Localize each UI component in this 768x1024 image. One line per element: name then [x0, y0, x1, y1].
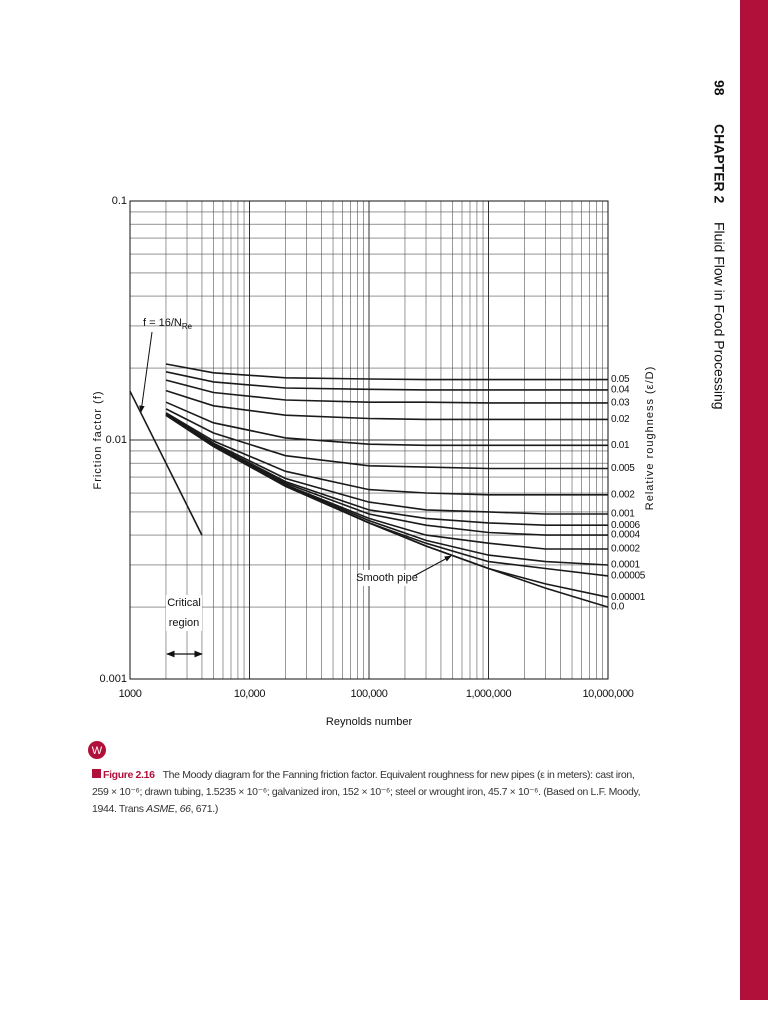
roughness-curve [165, 413, 608, 526]
series-label: 0.0 [611, 602, 625, 613]
roughness-curve [165, 414, 609, 608]
running-header: 98 CHAPTER 2 Fluid Flow in Food Processi… [711, 80, 727, 410]
x-tick-label: 100,000 [351, 688, 388, 700]
y-tick-label: 0.1 [112, 195, 127, 207]
chapter: CHAPTER 2 [711, 124, 727, 204]
x-axis-label: Reynolds number [326, 716, 413, 728]
roughness-curve [165, 408, 608, 470]
caption-text: ASME [146, 803, 175, 815]
series-label: 0.02 [611, 414, 630, 425]
series-label: 0.005 [611, 463, 635, 474]
caption-text: , [174, 803, 180, 815]
series-label: 0.001 [611, 509, 635, 520]
roughness-curve [165, 371, 608, 391]
series-label: 0.01 [611, 440, 630, 451]
caption-text: , 671.) [190, 803, 219, 815]
series-label: 0.0004 [611, 530, 641, 541]
series-label: 0.00001 [611, 592, 646, 603]
smooth-label: Smooth pipe [356, 572, 418, 584]
roughness-curve [165, 413, 608, 536]
smooth-arrow [413, 555, 452, 577]
side-bar [740, 0, 768, 1000]
page-number: 98 [711, 80, 727, 96]
roughness-curve [165, 414, 609, 566]
laminar-label-text: f = 16/N [143, 317, 182, 329]
roughness-curve [165, 414, 609, 598]
caption-label: Figure 2.16 [103, 769, 155, 781]
roughness-curve [165, 412, 608, 515]
web-icon [88, 741, 106, 759]
y-axis-label: Friction factor (f) [92, 390, 104, 489]
series-label: 0.05 [611, 374, 630, 385]
caption-text: 66 [179, 803, 191, 815]
roughness-curve [165, 412, 608, 496]
laminar-arrow [139, 331, 153, 413]
label-bg [360, 570, 414, 586]
roughness-curve [165, 379, 608, 404]
x-tick-label: 10,000,000 [582, 688, 633, 700]
caption-square [92, 769, 101, 778]
right-axis-label: Relative roughness (ε/D) [644, 366, 656, 510]
series-label: 0.03 [611, 398, 630, 409]
plot-frame [129, 200, 609, 680]
chapter-title: Fluid Flow in Food Processing [711, 222, 727, 410]
roughness-curve [165, 389, 608, 421]
y-tick-label: 0.01 [106, 434, 127, 446]
roughness-curve [165, 401, 608, 447]
series-label: 0.0002 [611, 544, 641, 555]
roughness-curve [165, 363, 608, 381]
web-icon-text: W [92, 745, 103, 757]
critical-label: region [169, 617, 200, 629]
x-tick-label: 1,000,000 [466, 688, 512, 700]
series-label: 0.0001 [611, 560, 641, 571]
laminar-line [129, 390, 203, 536]
caption: Figure 2.16 The Moody diagram for the Fan… [92, 767, 652, 818]
laminar-label-sub: Re [182, 322, 193, 331]
laminar-label: f = 16/NRe [143, 317, 193, 331]
series-label: 0.0006 [611, 520, 641, 531]
series-label: 0.04 [611, 385, 630, 396]
series-label: 0.00005 [611, 571, 646, 582]
y-tick-label: 0.001 [99, 673, 127, 685]
x-tick-label: 1000 [119, 688, 142, 700]
x-tick-label: 10,000 [234, 688, 266, 700]
label-bg [166, 595, 202, 631]
grid [129, 200, 609, 680]
series-label: 0.002 [611, 489, 635, 500]
critical-label: Critical [167, 597, 201, 609]
caption-text: The Moody diagram for the Fanning fricti… [92, 769, 641, 815]
